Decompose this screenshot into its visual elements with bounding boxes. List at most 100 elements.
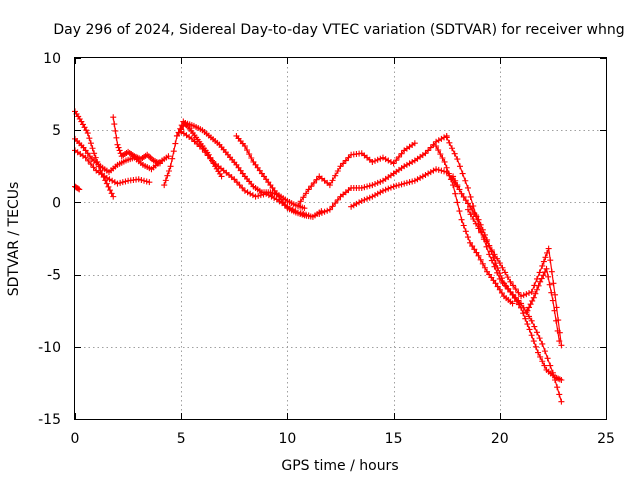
data-point-dense: [297, 198, 304, 205]
data-point-dense: [462, 177, 469, 184]
data-point-dense: [483, 243, 490, 250]
x-tick-label: 25: [597, 431, 615, 447]
data-point-dense: [207, 155, 214, 162]
data-point-dense: [372, 157, 379, 164]
data-point: [433, 166, 440, 173]
data-point-dense: [310, 179, 317, 186]
data-point: [528, 288, 535, 295]
data-point: [458, 190, 465, 197]
data-point-dense: [526, 313, 533, 320]
data-point-dense: [366, 194, 373, 201]
data-point-dense: [332, 172, 339, 179]
data-point: [422, 171, 429, 178]
data-point-dense: [441, 168, 448, 175]
data-point-dense: [524, 321, 531, 328]
data-point-dense: [361, 196, 368, 203]
series-line: [526, 266, 560, 342]
data-point-dense: [478, 229, 485, 236]
data-point: [467, 239, 474, 246]
data-point: [369, 158, 376, 165]
data-point-dense: [460, 193, 467, 200]
data-point-dense: [541, 348, 548, 355]
data-point: [241, 143, 248, 150]
data-point-dense: [536, 269, 543, 276]
data-point-dense: [539, 358, 546, 365]
data-point: [369, 182, 376, 189]
data-point: [84, 130, 91, 137]
data-point-dense: [138, 177, 145, 184]
data-point-dense: [547, 362, 554, 369]
data-point-dense: [529, 297, 536, 304]
data-point-dense: [469, 243, 476, 250]
series-sat-p: [464, 206, 565, 349]
data-point-dense: [345, 154, 352, 161]
data-point: [556, 338, 563, 345]
data-point-dense: [452, 177, 459, 184]
data-point: [316, 210, 323, 217]
data-point-dense: [169, 155, 176, 162]
data-point-dense: [265, 192, 272, 199]
data-point-dense: [471, 210, 478, 217]
data-point-dense: [113, 134, 120, 141]
data-point-dense: [119, 179, 126, 186]
data-point-dense: [548, 268, 555, 275]
data-point-dense: [321, 208, 328, 215]
data-point: [110, 114, 117, 121]
data-point-dense: [515, 289, 522, 296]
data-point-dense: [180, 123, 187, 130]
data-point-dense: [545, 273, 552, 280]
data-point: [526, 326, 533, 333]
data-point-dense: [499, 264, 506, 271]
data-point-dense: [477, 256, 484, 263]
x-axis-label: GPS time / hours: [281, 458, 398, 474]
data-point-dense: [85, 157, 92, 164]
series-sat-o: [450, 173, 565, 384]
data-point-dense: [403, 161, 410, 168]
data-point-dense: [425, 147, 432, 154]
data-point-dense: [451, 150, 458, 157]
data-point: [305, 186, 312, 193]
data-point-dense: [481, 264, 488, 271]
data-point-dense: [513, 298, 520, 305]
data-point-dense: [332, 200, 339, 207]
data-point-dense: [553, 317, 560, 324]
data-point-dense: [542, 254, 549, 261]
data-point-dense: [353, 200, 360, 207]
data-point: [369, 193, 376, 200]
data-point-dense: [454, 182, 461, 189]
data-point-dense: [530, 338, 537, 345]
data-point-dense: [556, 391, 563, 398]
data-point-dense: [548, 289, 555, 296]
data-point: [401, 180, 408, 187]
y-tick-label: 5: [52, 123, 61, 139]
data-point-dense: [456, 208, 463, 215]
data-point-dense: [111, 179, 118, 186]
data-point-dense: [107, 187, 114, 194]
data-point-dense: [414, 176, 421, 183]
series-sat-c: [72, 147, 153, 187]
x-tick-label: 5: [177, 431, 186, 447]
data-point-dense: [430, 141, 437, 148]
data-point-dense: [494, 255, 501, 262]
data-point-dense: [342, 157, 349, 164]
data-point-dense: [374, 156, 381, 163]
data-point-dense: [462, 197, 469, 204]
data-point-dense: [470, 216, 477, 223]
data-point: [252, 193, 259, 200]
data-point-dense: [308, 183, 315, 190]
data-point: [110, 193, 117, 200]
data-point-dense: [427, 169, 434, 176]
x-tick-label: 0: [71, 431, 80, 447]
data-point-dense: [255, 192, 262, 199]
data-point-dense: [236, 182, 243, 189]
data-point-dense: [464, 234, 471, 241]
data-point-dense: [540, 272, 547, 279]
data-point-dense: [496, 286, 503, 293]
series-sat-f: [161, 118, 225, 189]
data-point: [390, 183, 397, 190]
data-point-dense: [105, 183, 112, 190]
data-point: [91, 150, 98, 157]
data-point-dense: [511, 295, 518, 302]
plot-frame: [74, 57, 607, 420]
data-point-dense: [523, 309, 530, 316]
